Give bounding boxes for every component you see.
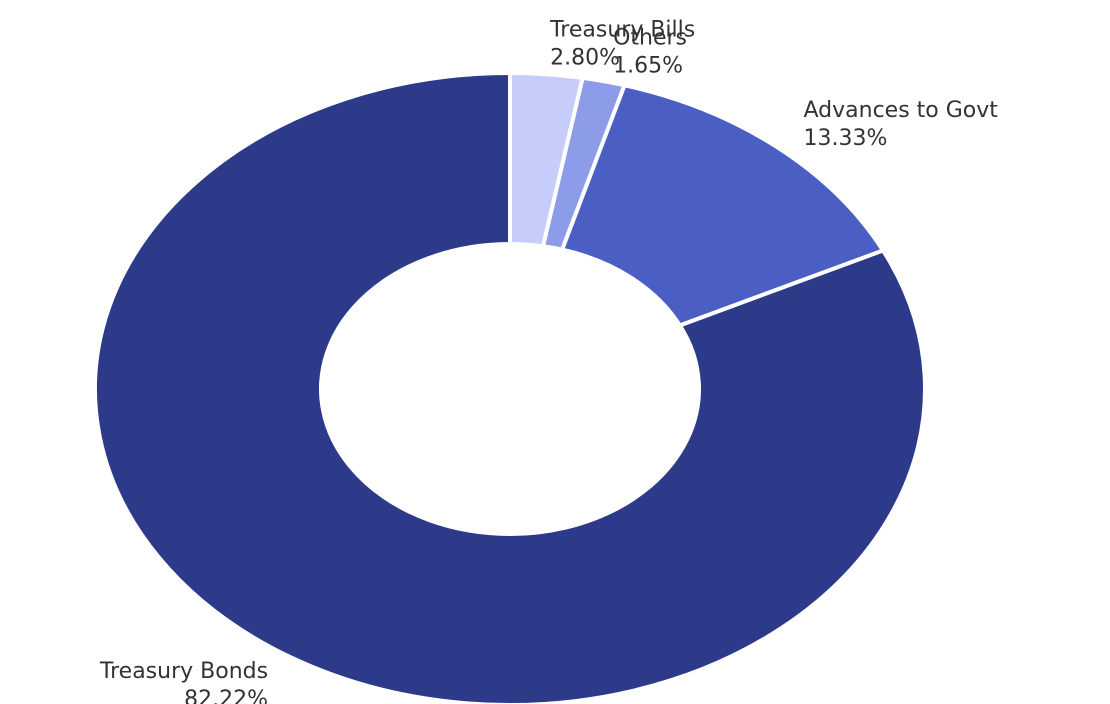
slice-value-label: 82.22% bbox=[184, 687, 268, 704]
donut-slice bbox=[93, 70, 927, 704]
slice-label: Advances to Govt bbox=[804, 98, 999, 123]
slice-value-label: 13.33% bbox=[804, 126, 888, 151]
slice-value-label: 1.65% bbox=[613, 53, 683, 78]
slice-value-label: 2.80% bbox=[550, 46, 620, 71]
slice-label: Treasury Bills bbox=[549, 18, 695, 43]
slice-label: Others bbox=[613, 25, 687, 50]
slice-label: Treasury Bonds bbox=[99, 659, 268, 684]
donut-slice bbox=[559, 82, 887, 328]
